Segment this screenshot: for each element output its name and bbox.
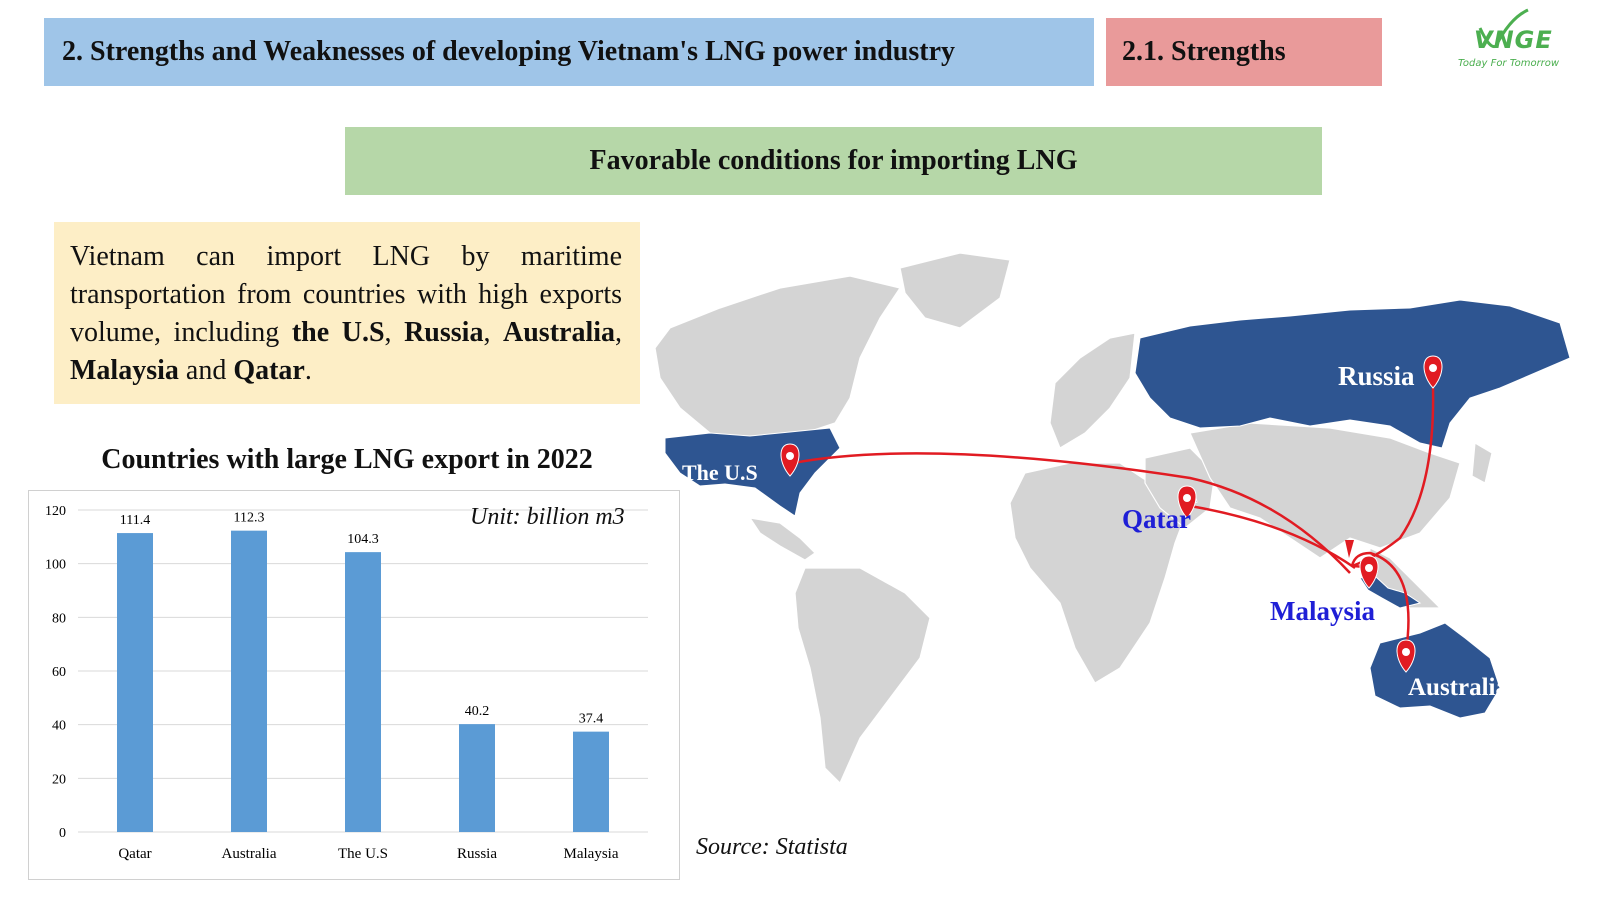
- vietnam-marker: [1345, 540, 1354, 558]
- data-label: 37.4: [579, 712, 604, 727]
- chart-title: Countries with large LNG export in 2022: [101, 444, 593, 475]
- vnge-logo: VNGE Today For Tomorrow: [1450, 6, 1600, 76]
- australia-shape: [1369, 622, 1501, 719]
- land-japan: [1471, 442, 1493, 484]
- map-label-australia: Australia: [1408, 674, 1509, 701]
- data-label: 104.3: [347, 532, 379, 547]
- country-australia: Australia: [503, 317, 615, 348]
- logo-swoosh-icon: [1478, 8, 1529, 49]
- bar-chart: 0 20 40 60 80 100 120 111.4 Qatar 112.3 Australia 1…: [45, 504, 648, 862]
- country-us: the U.S: [291, 317, 385, 348]
- land-masses: [654, 252, 1493, 785]
- russia-shape: [1134, 299, 1571, 449]
- data-label: 112.3: [234, 511, 265, 526]
- route-qatar: [1189, 504, 1356, 570]
- malaysia-shape: [1359, 575, 1422, 609]
- land-asia: [1189, 422, 1461, 559]
- land-central-america: [748, 517, 816, 561]
- y-tick-label: 40: [52, 719, 66, 734]
- land-greenland: [899, 252, 1011, 329]
- land-south-america: [794, 567, 931, 785]
- country-qatar: Qatar: [233, 355, 305, 386]
- highlighted-countries: [664, 299, 1571, 719]
- x-tick-label: Russia: [457, 846, 497, 862]
- y-tick-label: 0: [59, 826, 66, 841]
- source-note: Source: Statista: [696, 834, 848, 860]
- logo-text: VNGE: [1474, 26, 1553, 54]
- qatar-pin-dot: [1183, 494, 1191, 502]
- x-tick-label: Qatar: [118, 846, 151, 862]
- separator: ,: [483, 317, 503, 348]
- russia-pin-dot: [1429, 364, 1437, 372]
- sentence-end: .: [304, 355, 312, 386]
- data-label: 111.4: [120, 513, 150, 528]
- y-tick-label: 60: [52, 665, 66, 680]
- slide-title: 2. Strengths and Weaknesses of developin…: [44, 18, 1094, 86]
- y-tick-label: 20: [52, 772, 66, 787]
- y-tick-label: 80: [52, 611, 66, 626]
- separator: ,: [384, 317, 405, 348]
- map-label-russia: Russia: [1338, 361, 1415, 391]
- route-us: [792, 452, 1351, 574]
- route-australia: [1350, 551, 1410, 659]
- bar-russia: [459, 724, 495, 832]
- world-map: Russia The U.S Qatar Malaysia Australia: [654, 252, 1571, 785]
- subheading: Favorable conditions for importing LNG: [345, 127, 1322, 195]
- land-north-america: [654, 275, 901, 445]
- x-tick-label: Malaysia: [564, 846, 619, 862]
- bar-australia: [231, 530, 267, 832]
- y-tick-label: 100: [45, 558, 66, 573]
- logo-tagline: Today For Tomorrow: [1458, 58, 1560, 69]
- data-label: 40.2: [465, 704, 490, 719]
- malaysia-pin-dot: [1365, 564, 1373, 572]
- separator: and: [178, 355, 234, 386]
- y-tick-label: 120: [45, 504, 66, 519]
- map-label-us: The U.S: [682, 460, 758, 485]
- unit-note: Unit: billion m3: [470, 504, 625, 530]
- x-tick-label: Australia: [222, 846, 277, 862]
- map-label-malaysia: Malaysia: [1270, 596, 1375, 626]
- bar-the-u-s: [345, 552, 381, 832]
- land-africa: [1009, 462, 1191, 684]
- description-box: Vietnam can import LNG by maritime trans…: [54, 222, 640, 404]
- bar-qatar: [117, 533, 153, 832]
- x-tick-label: The U.S: [338, 846, 388, 862]
- separator: ,: [615, 317, 622, 348]
- map-label-qatar: Qatar: [1122, 504, 1191, 534]
- country-malaysia: Malaysia: [70, 355, 179, 386]
- bar-malaysia: [573, 731, 609, 832]
- country-russia: Russia: [404, 317, 484, 348]
- land-europe: [1049, 332, 1136, 449]
- pin-centers: [786, 364, 1437, 656]
- description-text: Vietnam can import LNG by maritime trans…: [70, 241, 622, 348]
- australia-pin-dot: [1402, 648, 1410, 656]
- section-label: 2.1. Strengths: [1106, 18, 1382, 86]
- us-pin-dot: [786, 452, 794, 460]
